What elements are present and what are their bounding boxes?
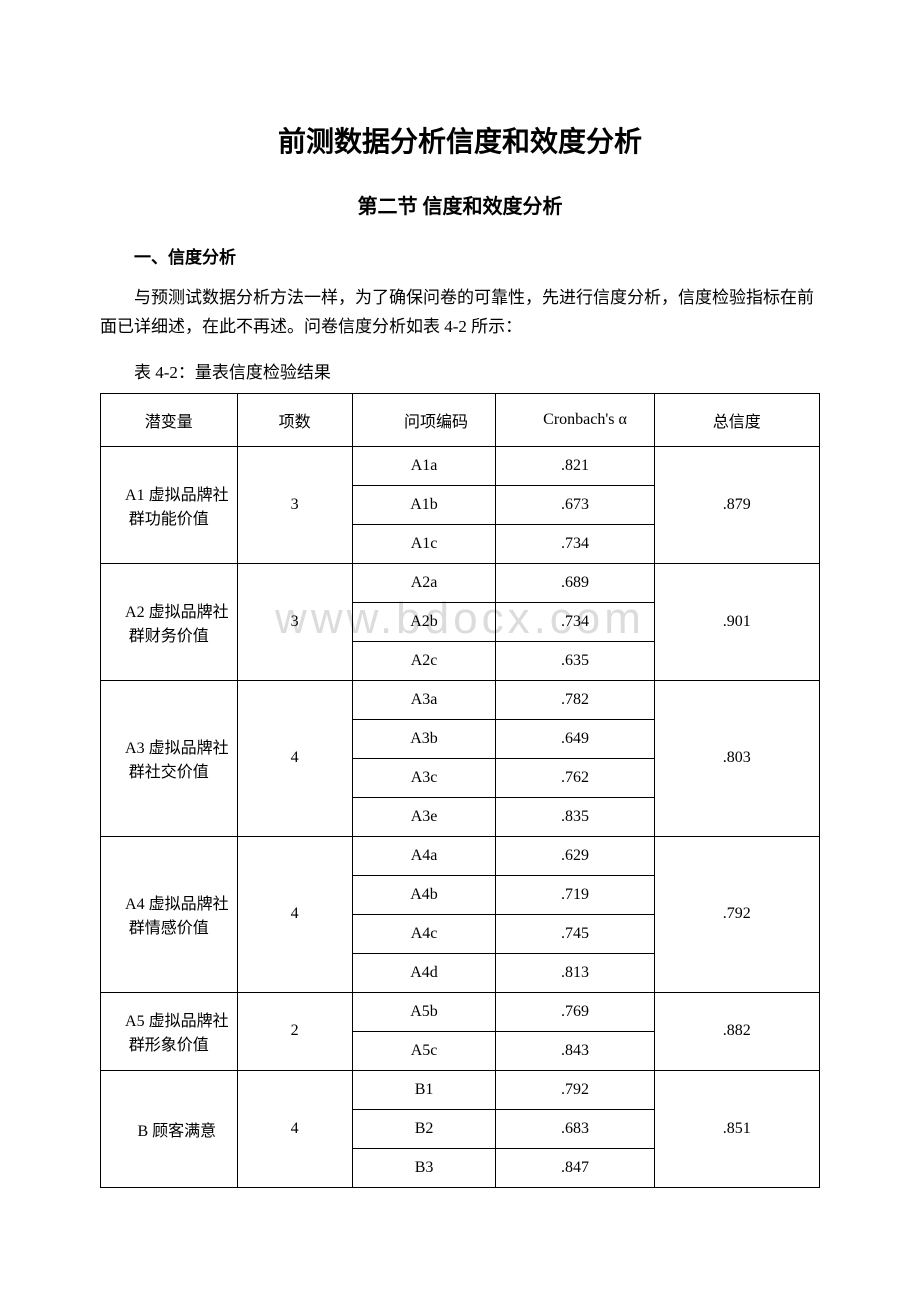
cell-item-code: A1b	[352, 485, 496, 524]
cell-item-count: 2	[237, 992, 352, 1070]
cell-item-code: A3b	[352, 719, 496, 758]
cell-item-code: A2c	[352, 641, 496, 680]
cell-latent-variable: B 顾客满意	[101, 1070, 238, 1187]
table-row: A5 虚拟品牌社群形象价值2A5b.769.882	[101, 992, 820, 1031]
cell-cronbach-alpha: .629	[496, 836, 654, 875]
cell-item-code: A4c	[352, 914, 496, 953]
cell-item-code: B3	[352, 1148, 496, 1187]
cell-latent-variable: A4 虚拟品牌社群情感价值	[101, 836, 238, 992]
cell-total-reliability: .879	[654, 446, 819, 563]
cell-cronbach-alpha: .782	[496, 680, 654, 719]
cell-cronbach-alpha: .635	[496, 641, 654, 680]
cell-item-count: 4	[237, 1070, 352, 1187]
cell-item-code: A3e	[352, 797, 496, 836]
cell-cronbach-alpha: .792	[496, 1070, 654, 1109]
cell-item-code: A5b	[352, 992, 496, 1031]
cell-latent-variable: A1 虚拟品牌社群功能价值	[101, 446, 238, 563]
cell-item-code: A4d	[352, 953, 496, 992]
cell-cronbach-alpha: .689	[496, 563, 654, 602]
cell-item-count: 4	[237, 680, 352, 836]
cell-item-code: B1	[352, 1070, 496, 1109]
table-header-row: 潜变量 项数 问项编码 Cronbach's α 总信度	[101, 393, 820, 446]
reliability-table: 潜变量 项数 问项编码 Cronbach's α 总信度 A1 虚拟品牌社群功能…	[100, 393, 820, 1188]
document-title: 前测数据分析信度和效度分析	[100, 120, 820, 160]
cell-item-code: A2a	[352, 563, 496, 602]
cell-cronbach-alpha: .734	[496, 602, 654, 641]
intro-paragraph: 与预测试数据分析方法一样，为了确保问卷的可靠性，先进行信度分析，信度检验指标在前…	[100, 284, 820, 342]
cell-item-count: 3	[237, 446, 352, 563]
header-latent-variable: 潜变量	[101, 393, 238, 446]
cell-item-code: A3c	[352, 758, 496, 797]
table-row: B 顾客满意4B1.792.851	[101, 1070, 820, 1109]
cell-cronbach-alpha: .673	[496, 485, 654, 524]
cell-item-code: A1a	[352, 446, 496, 485]
cell-item-code: A4a	[352, 836, 496, 875]
cell-cronbach-alpha: .843	[496, 1031, 654, 1070]
cell-cronbach-alpha: .813	[496, 953, 654, 992]
cell-item-count: 3	[237, 563, 352, 680]
header-cronbach: Cronbach's α	[496, 393, 654, 446]
cell-cronbach-alpha: .719	[496, 875, 654, 914]
cell-cronbach-alpha: .835	[496, 797, 654, 836]
subsection-heading: 一、信度分析	[100, 243, 820, 268]
cell-item-count: 4	[237, 836, 352, 992]
cell-cronbach-alpha: .769	[496, 992, 654, 1031]
cell-latent-variable: A5 虚拟品牌社群形象价值	[101, 992, 238, 1070]
header-item-count: 项数	[237, 393, 352, 446]
cell-item-code: A2b	[352, 602, 496, 641]
cell-item-code: A3a	[352, 680, 496, 719]
table-row: A4 虚拟品牌社群情感价值4A4a.629.792	[101, 836, 820, 875]
header-total-reliability: 总信度	[654, 393, 819, 446]
section-subtitle: 第二节 信度和效度分析	[100, 190, 820, 219]
cell-total-reliability: .882	[654, 992, 819, 1070]
cell-cronbach-alpha: .847	[496, 1148, 654, 1187]
cell-cronbach-alpha: .734	[496, 524, 654, 563]
table-row: A2 虚拟品牌社群财务价值3A2a.689.901	[101, 563, 820, 602]
cell-item-code: A5c	[352, 1031, 496, 1070]
cell-total-reliability: .851	[654, 1070, 819, 1187]
header-item-code: 问项编码	[352, 393, 496, 446]
cell-item-code: A1c	[352, 524, 496, 563]
cell-total-reliability: .901	[654, 563, 819, 680]
cell-item-code: A4b	[352, 875, 496, 914]
cell-cronbach-alpha: .649	[496, 719, 654, 758]
cell-item-code: B2	[352, 1109, 496, 1148]
cell-cronbach-alpha: .683	[496, 1109, 654, 1148]
table-caption: 表 4-2：量表信度检验结果	[100, 358, 820, 383]
table-row: A3 虚拟品牌社群社交价值4A3a.782.803	[101, 680, 820, 719]
cell-cronbach-alpha: .762	[496, 758, 654, 797]
cell-cronbach-alpha: .821	[496, 446, 654, 485]
table-row: A1 虚拟品牌社群功能价值3A1a.821.879	[101, 446, 820, 485]
cell-total-reliability: .803	[654, 680, 819, 836]
cell-cronbach-alpha: .745	[496, 914, 654, 953]
cell-latent-variable: A2 虚拟品牌社群财务价值	[101, 563, 238, 680]
cell-total-reliability: .792	[654, 836, 819, 992]
cell-latent-variable: A3 虚拟品牌社群社交价值	[101, 680, 238, 836]
